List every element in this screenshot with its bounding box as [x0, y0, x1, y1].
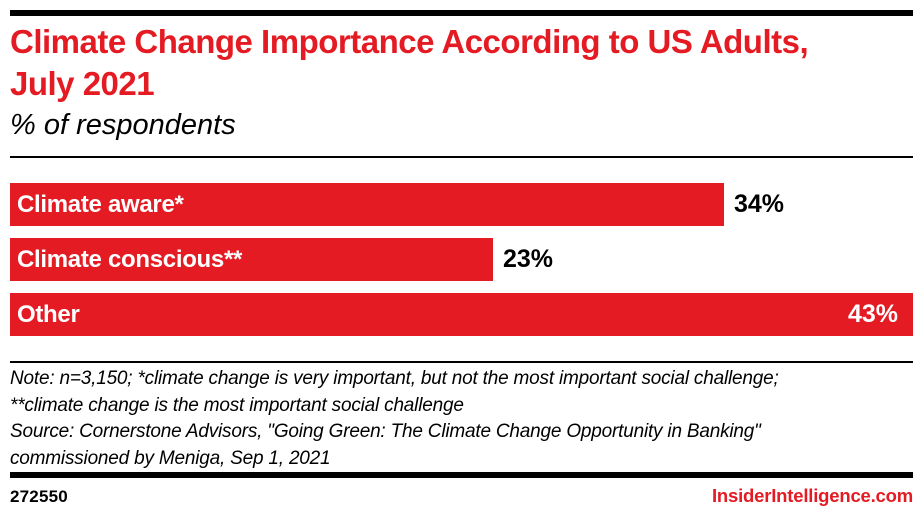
bar-value-label: 34%	[734, 190, 785, 218]
notes-block: Note: n=3,150; *climate change is very i…	[10, 366, 820, 472]
chart-id: 272550	[10, 487, 68, 506]
bar-category-label: Other	[17, 300, 80, 328]
source-text: Source: Cornerstone Advisors, "Going Gre…	[10, 421, 761, 469]
bar-chart: Climate aware* 34% Climate conscious** 23% O…	[10, 183, 913, 348]
notes-divider	[10, 361, 913, 363]
bar-value-label: 43%	[847, 300, 898, 328]
site-link[interactable]: InsiderIntelligence.com	[711, 485, 913, 506]
bar: Other 43%	[10, 293, 913, 336]
bar-row: Other 43%	[10, 293, 913, 336]
top-rule	[10, 10, 913, 16]
header-divider	[10, 156, 913, 158]
bar-category-label: Climate aware*	[17, 190, 184, 218]
bar-category-label: Climate conscious**	[17, 245, 243, 273]
bar: Climate aware*	[10, 183, 724, 226]
bottom-rule	[10, 472, 913, 478]
chart-subtitle: % of respondents	[10, 109, 236, 141]
bar-row: Climate conscious** 23%	[10, 238, 913, 281]
bar: Climate conscious**	[10, 238, 493, 281]
page-title: Climate Change Importance According to U…	[10, 23, 809, 102]
note-text: Note: n=3,150; *climate change is very i…	[10, 368, 779, 416]
bar-value-label: 23%	[503, 245, 554, 273]
bar-row: Climate aware* 34%	[10, 183, 913, 226]
